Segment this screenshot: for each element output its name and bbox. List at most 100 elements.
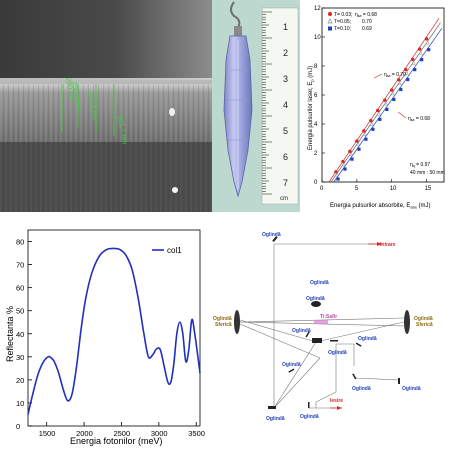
laser-xlabel: Energia pulsurilor absorbite, Eabs (mJ) xyxy=(330,203,431,210)
laser-point-red xyxy=(390,88,394,92)
laser-point-blue xyxy=(420,58,424,62)
reflectance-legend-label: col1 xyxy=(167,246,182,255)
laser-ytick-label: 10 xyxy=(314,35,321,41)
laser-ytick-label: 12 xyxy=(314,6,321,12)
laser-point-blue xyxy=(357,147,361,151)
reflectance-ytick-label: 70 xyxy=(16,261,24,270)
laser-xtick-label: 5 xyxy=(355,186,359,192)
laser-point-gray xyxy=(355,142,360,146)
laser-ylabel: Energia pulsurilor laser, Ep (mJ) xyxy=(308,66,315,150)
laser-point-red xyxy=(355,139,359,143)
ruler: 1 2 3 4 5 6 7 cm xyxy=(261,7,299,205)
laser-point-blue xyxy=(378,117,382,121)
ruler-digit-6: 6 xyxy=(283,152,288,162)
laser-legend: T= 0.03; ηsa = 0.68 T=0.05; 0.70 T=0.10;… xyxy=(327,12,377,32)
reflectance-xtick-label: 3000 xyxy=(151,429,168,438)
laser-point-blue xyxy=(364,137,368,141)
reflectance-ytick-label: 60 xyxy=(16,284,24,293)
reflectance-ytick-label: 40 xyxy=(16,330,24,339)
reflectance-ytick-label: 20 xyxy=(16,376,24,385)
crystal-photo-panel: 1 2 3 4 5 6 7 cm xyxy=(212,0,300,212)
optical-setup-panel: Oglindă Intrare Oglindă Sferică Oglindă Sf… xyxy=(212,212,450,450)
optics-label-ti-sapphire: Ti:Safir xyxy=(320,314,337,320)
laser-point-gray xyxy=(418,50,423,55)
laser-point-red xyxy=(396,78,401,82)
laser-point-blue xyxy=(413,67,417,72)
laser-point-gray xyxy=(411,60,416,65)
sem-image: 280 nm 250.4 nm 290.4 nm 311.7 nm xyxy=(0,0,212,212)
ruler-digit-1: 1 xyxy=(283,22,288,32)
laser-xtick-label: 0 xyxy=(320,186,324,192)
optics-label-mirror-g: Oglindă xyxy=(352,386,371,392)
laser-ytick-label: 0 xyxy=(314,180,318,186)
laser-point-red xyxy=(376,108,380,113)
laser-point-red xyxy=(424,37,429,41)
reflectance-xlabel: Energia fotonilor (meV) xyxy=(70,436,163,446)
sem-label-1: 280 nm xyxy=(64,77,75,101)
reflectance-ytick-label: 10 xyxy=(16,399,24,408)
ruler-digit-2: 2 xyxy=(283,48,288,58)
optics-label-mirror-f: Oglindă xyxy=(282,362,301,368)
laser-ytick-label: 6 xyxy=(314,93,318,99)
crystal-photo: 1 2 3 4 5 6 7 cm xyxy=(212,0,300,212)
laser-legend-1-label: T= 0.03; xyxy=(334,12,352,18)
reflectance-legend: col1 xyxy=(152,246,182,255)
laser-point-gray xyxy=(334,172,340,177)
reflectance-ylabel: Reflectanta % xyxy=(5,306,15,362)
laser-point-blue xyxy=(427,48,431,52)
laser-point-red xyxy=(369,118,373,123)
laser-point-gray xyxy=(348,152,353,157)
laser-point-blue xyxy=(406,77,410,82)
ruler-digit-5: 5 xyxy=(283,126,288,136)
optics-label-mirror-bottom: Oglindă xyxy=(266,416,285,422)
ruler-unit: cm xyxy=(280,196,288,202)
sem-label-3: 290.4 nm xyxy=(86,91,98,121)
laser-xtick-label: 10 xyxy=(390,186,397,192)
reflectance-xtick-label: 2000 xyxy=(76,429,93,438)
reflectance-plot-frame xyxy=(27,229,201,427)
laser-point-blue xyxy=(343,167,347,171)
reflectance-series-line xyxy=(27,247,201,415)
laser-point-blue xyxy=(399,87,403,92)
laser-plot-frame xyxy=(321,7,445,183)
laser-point-gray xyxy=(362,131,367,136)
laser-fit-line-3 xyxy=(333,28,443,183)
laser-legend-2-label: T=0.05; xyxy=(334,19,351,25)
reflectance-ytick-label: 80 xyxy=(16,238,24,247)
laser-legend-3-eta: 0.69 xyxy=(362,26,372,32)
laser-point-gray xyxy=(397,81,402,85)
reflectance-chart: 1500 2000 2500 3000 3500 0 10 20 30 40 50 60 70 80 co… xyxy=(5,229,205,446)
laser-legend-1-eta: 0.68 xyxy=(367,12,377,18)
laser-annot-eta-q: ηq = 0.97 xyxy=(410,162,430,168)
laser-ytick-label: 2 xyxy=(314,151,318,157)
laser-energy-plot: 0 5 10 15 0 2 4 6 8 10 12 T= 0.03; ηsa = 0.68 T=0.… xyxy=(308,6,445,210)
laser-point-red xyxy=(348,149,352,154)
crystal-hook xyxy=(230,1,242,36)
optics-label-mirror-top: Oglindă xyxy=(262,232,281,238)
optics-label-spherical-mirror-right: Oglindă Sferică xyxy=(414,316,433,328)
laser-point-blue xyxy=(385,107,389,111)
optics-label-mirror-h: Oglindă xyxy=(402,386,421,392)
laser-point-blue xyxy=(392,97,396,102)
laser-point-gray xyxy=(341,162,346,167)
ruler-digit-3: 3 xyxy=(283,74,288,84)
laser-point-gray xyxy=(390,91,395,96)
svg-text:ηsa = 0.68: ηsa = 0.68 xyxy=(355,12,377,18)
optics-label-input: Intrare xyxy=(380,242,396,248)
reflectance-xtick-label: 3500 xyxy=(188,429,205,438)
laser-point-gray xyxy=(425,40,430,45)
optics-label-mirror-e: Oglindă xyxy=(358,336,377,342)
laser-point-red xyxy=(341,159,345,164)
laser-legend-3-label: T=0.10; xyxy=(334,26,351,32)
laser-point-gray xyxy=(369,121,374,126)
optics-label-spherical-mirror-left: Oglindă Sferică xyxy=(213,316,232,328)
reflectance-ytick-label: 0 xyxy=(16,422,20,431)
optics-label-mirror-b: Oglindă xyxy=(306,296,325,302)
optics-label-mirror-i: Oglindă xyxy=(300,414,319,420)
optics-label-output: Iesire xyxy=(330,398,343,404)
laser-point-blue xyxy=(371,127,375,131)
ruler-digit-4: 4 xyxy=(283,100,288,110)
optical-setup-diagram: Oglindă Intrare Oglindă Sferică Oglindă Sf… xyxy=(213,232,433,422)
optics-label-mirror-c: Oglindă xyxy=(292,328,311,334)
laser-annot-070: ηsa = 0.70 xyxy=(384,72,406,78)
